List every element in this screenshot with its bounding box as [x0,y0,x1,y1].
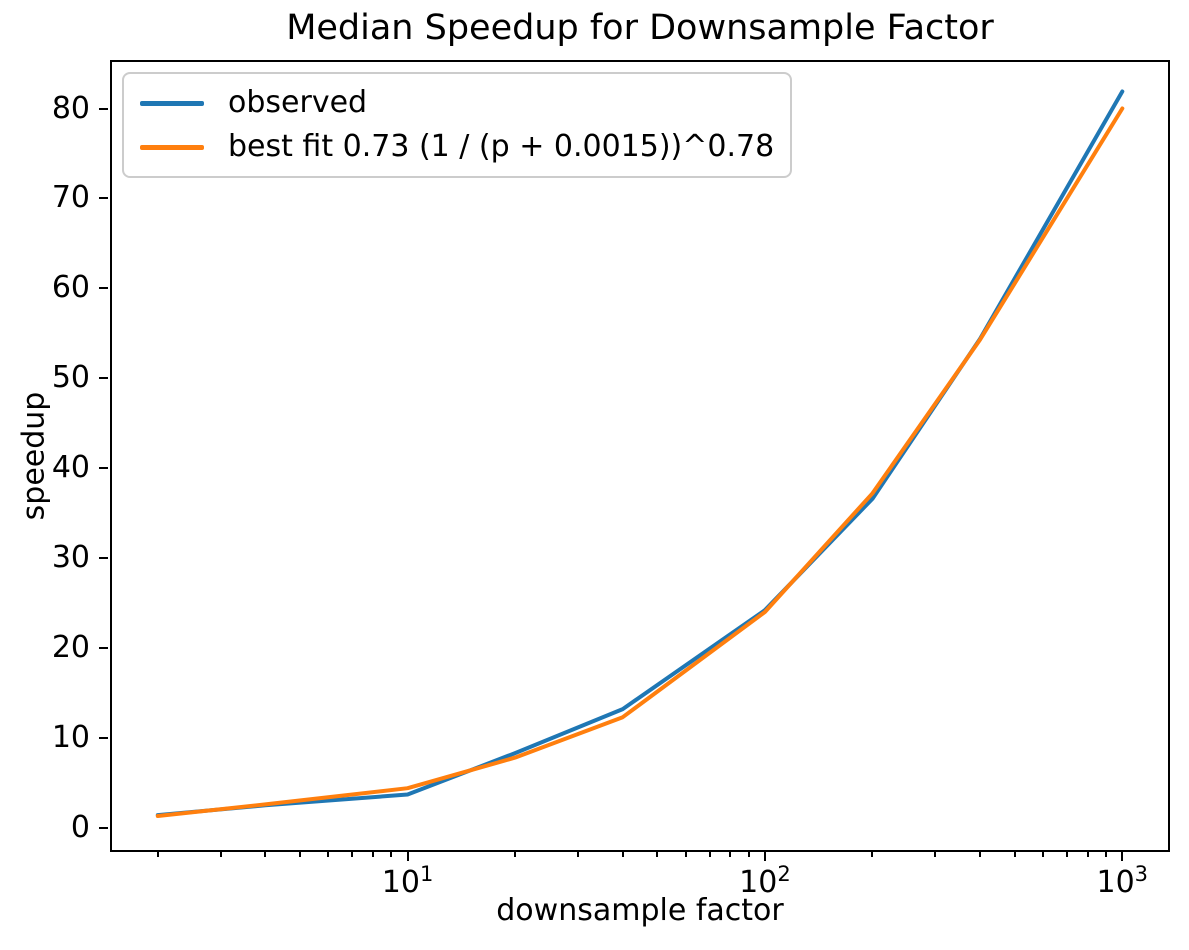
y-tick-label: 0 [70,809,90,845]
x-minor-tick [684,852,687,857]
y-tick [99,377,108,380]
legend-swatch-observed [140,100,204,106]
y-tick [99,107,108,110]
y-tick-label: 20 [51,629,90,665]
x-minor-tick [1041,852,1044,857]
x-tick [1121,852,1124,861]
x-tick-label: 102 [739,862,791,901]
y-tick-label: 50 [51,360,90,396]
x-minor-tick [656,852,659,857]
x-minor-tick [934,852,937,857]
x-tick-label: 103 [1096,862,1149,901]
y-tick [99,826,108,829]
plot-lines-svg [155,89,1125,818]
y-tick [99,646,108,649]
chart-title: Median Speedup for Downsample Factor [286,8,994,48]
plot-area: observed best fit 0.73 (1 / (p + 0.0015)… [52,60,1170,900]
y-tick [99,197,108,200]
x-minor-tick [871,852,874,857]
x-minor-tick [514,852,517,857]
legend: observed best fit 0.73 (1 / (p + 0.0015)… [122,72,793,178]
y-tick-label: 70 [51,180,90,216]
x-minor-tick [390,852,393,857]
x-minor-tick [351,852,354,857]
y-tick-label: 80 [51,90,90,126]
y-tick [99,736,108,739]
y-tick [99,287,108,290]
x-tick-label: 101 [381,862,434,901]
x-minor-tick [156,852,159,857]
legend-label-best-fit: best fit 0.73 (1 / (p + 0.0015))^0.78 [228,129,775,164]
legend-swatch-best-fit [140,144,204,150]
y-tick [99,557,108,560]
x-minor-tick [1086,852,1089,857]
x-minor-tick [1065,852,1068,857]
y-tick-label: 30 [51,540,90,576]
legend-entry-observed: observed [140,81,774,125]
x-minor-tick [621,852,624,857]
y-tick-label: 60 [51,270,90,306]
x-minor-tick [371,852,374,857]
x-minor-tick [1104,852,1107,857]
x-minor-tick [979,852,982,857]
x-minor-tick [747,852,750,857]
y-tick-label: 40 [51,450,90,486]
best-fit-line [155,106,1125,818]
x-minor-tick [708,852,711,857]
x-minor-tick [219,852,222,857]
y-tick [99,467,108,470]
x-minor-tick [327,852,330,857]
x-minor-tick [577,852,580,857]
x-minor-tick [264,852,267,857]
x-minor-tick [1013,852,1016,857]
legend-entry-best-fit: best fit 0.73 (1 / (p + 0.0015))^0.78 [140,125,774,169]
x-tick [763,852,766,861]
y-tick-label: 10 [51,719,90,755]
x-axis-label: downsample factor [496,893,784,928]
x-minor-tick [729,852,732,857]
legend-label-observed: observed [228,85,368,120]
x-tick [406,852,409,861]
x-minor-tick [298,852,301,857]
